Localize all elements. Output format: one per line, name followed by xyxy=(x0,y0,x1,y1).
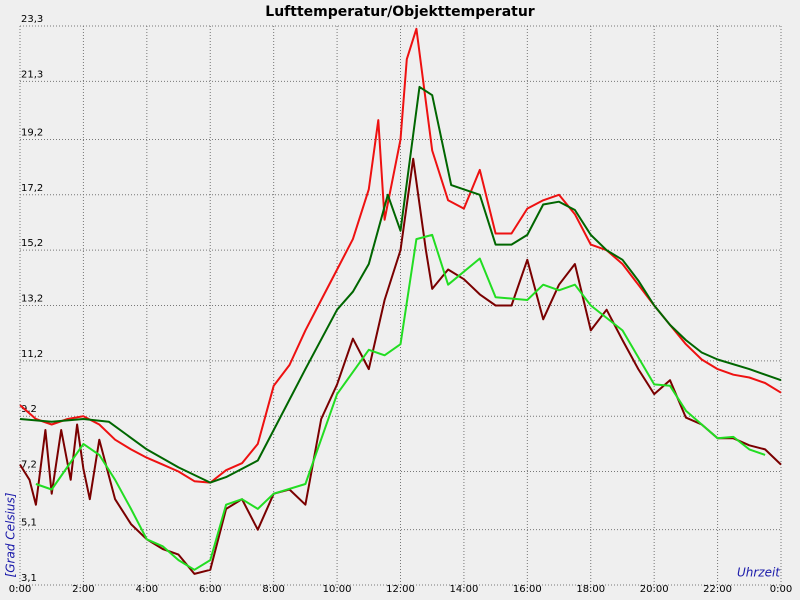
x-tick-label: 2:00 xyxy=(72,584,94,595)
x-tick-label: 4:00 xyxy=(136,584,158,595)
y-tick-label: 19,2 xyxy=(21,127,43,138)
x-tick-label: 0:00 xyxy=(770,584,792,595)
x-tick-label: 14:00 xyxy=(450,584,479,595)
y-tick-label: 23,3 xyxy=(21,14,43,25)
x-tick-label: 18:00 xyxy=(576,584,605,595)
y-tick-label: 11,2 xyxy=(21,349,43,360)
y-tick-label: 7,2 xyxy=(21,460,37,471)
x-tick-label: 6:00 xyxy=(199,584,221,595)
y-tick-label: 9,2 xyxy=(21,404,37,415)
x-tick-label: 22:00 xyxy=(703,584,732,595)
x-axis-label: Uhrzeit xyxy=(737,566,781,580)
x-tick-label: 10:00 xyxy=(323,584,352,595)
series-line xyxy=(19,85,782,484)
y-tick-label: 13,2 xyxy=(21,294,43,305)
series-line xyxy=(35,233,766,571)
series-line xyxy=(19,157,782,575)
y-tick-label: 15,2 xyxy=(21,238,43,249)
x-tick-label: 8:00 xyxy=(262,584,284,595)
y-axis-label: [Grad Celsius] xyxy=(4,492,18,577)
y-tick-label: 5,1 xyxy=(21,518,37,529)
x-tick-label: 20:00 xyxy=(640,584,669,595)
x-tick-label: 0:00 xyxy=(9,584,31,595)
y-tick-label: 17,2 xyxy=(21,183,43,194)
chart-title: Lufttemperatur/Objekttemperatur xyxy=(265,4,535,20)
x-tick-label: 16:00 xyxy=(513,584,542,595)
y-tick-label: 3,1 xyxy=(21,573,37,584)
y-tick-label: 21,3 xyxy=(21,69,43,80)
x-tick-label: 12:00 xyxy=(386,584,415,595)
